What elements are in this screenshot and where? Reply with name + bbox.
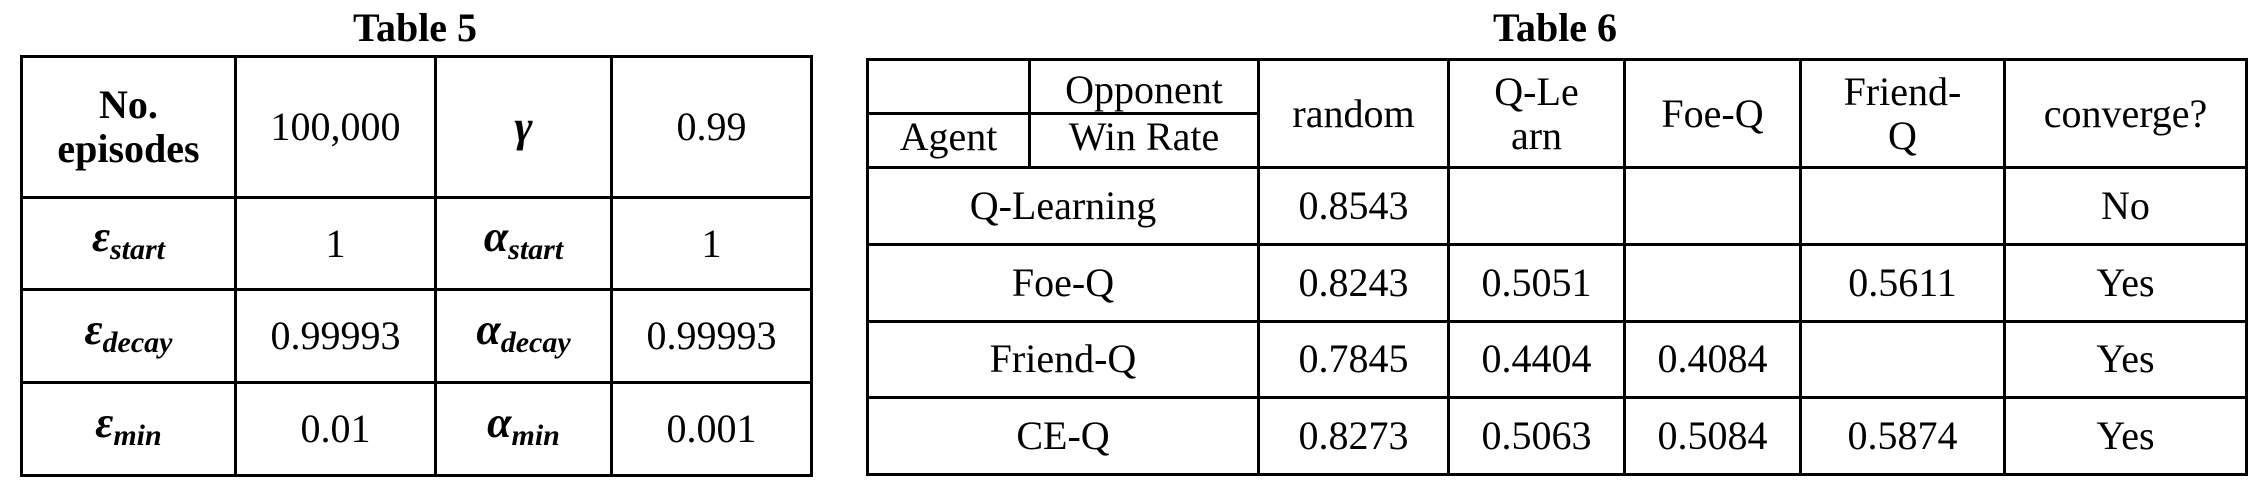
table-row: No. episodes 100,000 γ 0.99 — [20, 55, 813, 199]
cell-converge: Yes — [2003, 242, 2248, 323]
alpha-symbol: α — [487, 397, 512, 447]
table-row: CE-Q 0.8273 0.5063 0.5084 0.5874 Yes — [866, 396, 2248, 476]
param-value-alpha-decay: 0.99993 — [610, 288, 813, 385]
cell-q-learn: 0.4404 — [1447, 319, 1626, 400]
epsilon-symbol: ε — [91, 212, 110, 262]
table6-caption: Table 6 — [1492, 5, 1618, 50]
cell-foe-q: 0.5084 — [1623, 396, 1802, 476]
cell-friend-q — [1799, 319, 2006, 400]
param-label-alpha-decay: αdecay — [434, 288, 613, 385]
cell-random: 0.8243 — [1257, 242, 1450, 323]
cell-converge: No — [2003, 166, 2248, 246]
cell-random: 0.8543 — [1257, 166, 1450, 246]
table-header-row: Opponent random Q-Learn Foe-Q Friend-Q c… — [866, 58, 2248, 169]
alpha-symbol: α — [483, 212, 509, 262]
subscript: min — [113, 418, 162, 452]
table-row: Friend-Q 0.7845 0.4404 0.4084 Yes — [866, 319, 2248, 400]
agent-cell: Q-Learning — [866, 166, 1260, 246]
param-value-gamma: 0.99 — [610, 55, 813, 199]
cell-q-learn: 0.5051 — [1447, 242, 1626, 323]
param-value-epsilon-start: 1 — [234, 195, 437, 292]
subscript: decay — [102, 325, 173, 359]
param-label-epsilon-start: εstart — [20, 195, 237, 292]
param-value-alpha-start: 1 — [610, 195, 813, 292]
param-value-episodes: 100,000 — [234, 55, 437, 199]
epsilon-symbol: ε — [95, 397, 114, 447]
cell-converge: Yes — [2003, 396, 2248, 476]
header-converge: converge? — [2003, 58, 2248, 169]
header-win-rate: Win Rate — [1028, 112, 1260, 169]
table-row: Q-Learning 0.8543 No — [866, 166, 2248, 246]
header-q-learn: Q-Learn — [1447, 58, 1626, 169]
cell-random: 0.7845 — [1257, 319, 1450, 400]
header-friend-q: Friend-Q — [1799, 58, 2006, 169]
agent-cell: Foe-Q — [866, 242, 1260, 323]
header-agent: Agent — [866, 112, 1031, 169]
param-value-epsilon-min: 0.01 — [234, 381, 437, 477]
cell-q-learn — [1447, 166, 1626, 246]
table-header-row: Agent Win Rate — [866, 112, 2247, 169]
agent-cell: Friend-Q — [866, 319, 1260, 400]
subscript: start — [508, 233, 564, 267]
param-label-alpha-min: αmin — [434, 381, 613, 477]
table-row: εstart 1 αstart 1 — [20, 195, 813, 292]
cell-foe-q: 0.4084 — [1623, 319, 1802, 400]
agent-cell: CE-Q — [866, 396, 1260, 476]
cell-converge: Yes — [2003, 319, 2248, 400]
header-foe-q: Foe-Q — [1623, 58, 1802, 169]
param-label-episodes: No. episodes — [20, 55, 237, 199]
header-empty-cell — [866, 58, 1031, 115]
cell-q-learn: 0.5063 — [1447, 396, 1626, 476]
table-row: εmin 0.01 αmin 0.001 — [20, 381, 813, 477]
param-value-alpha-min: 0.001 — [610, 381, 813, 477]
param-label-alpha-start: αstart — [434, 195, 613, 292]
param-label-epsilon-min: εmin — [20, 381, 237, 477]
cell-foe-q — [1623, 242, 1802, 323]
param-label-epsilon-decay: εdecay — [20, 288, 237, 385]
param-label-gamma: γ — [434, 55, 613, 199]
table-row: εdecay 0.99993 αdecay 0.99993 — [20, 288, 813, 385]
alpha-symbol: α — [476, 304, 501, 354]
table-row: Foe-Q 0.8243 0.5051 0.5611 Yes — [866, 242, 2248, 323]
table5-caption: Table 5 — [352, 5, 478, 50]
header-opponent: Opponent — [1028, 58, 1260, 115]
header-random: random — [1257, 58, 1450, 169]
epsilon-symbol: ε — [84, 304, 103, 354]
subscript: decay — [500, 325, 571, 359]
table-5: No. episodes 100,000 γ 0.99 εstart 1 αst… — [20, 55, 813, 477]
cell-friend-q: 0.5611 — [1799, 242, 2006, 323]
subscript: min — [511, 418, 560, 452]
cell-random: 0.8273 — [1257, 396, 1450, 476]
subscript: start — [110, 233, 166, 267]
cell-friend-q — [1799, 166, 2006, 246]
table-6: Opponent random Q-Learn Foe-Q Friend-Q c… — [866, 58, 2248, 476]
cell-friend-q: 0.5874 — [1799, 396, 2006, 476]
param-value-epsilon-decay: 0.99993 — [234, 288, 437, 385]
cell-foe-q — [1623, 166, 1802, 246]
